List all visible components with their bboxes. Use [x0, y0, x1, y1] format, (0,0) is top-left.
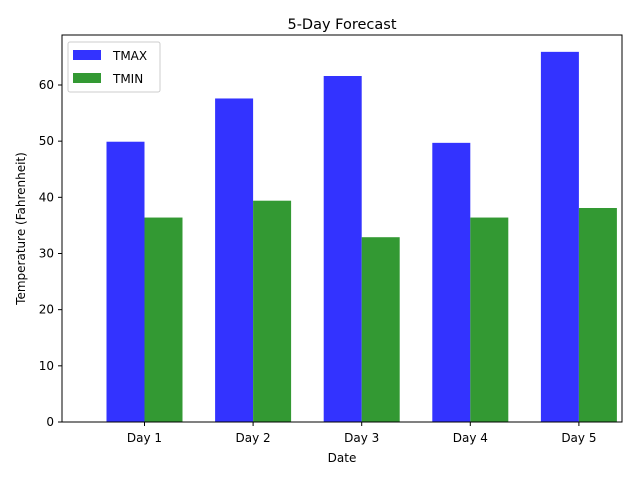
y-axis: 0 10 20 30 40 50 60	[39, 78, 62, 429]
x-tick-label: Day 2	[236, 431, 271, 445]
plot-area	[106, 51, 617, 422]
bar-tmax-2	[215, 98, 254, 422]
y-axis-label: Temperature (Fahrenheit)	[14, 152, 28, 306]
x-tick-label: Day 1	[127, 431, 162, 445]
bar-tmin-2	[253, 200, 292, 422]
legend-swatch-tmax	[73, 50, 101, 60]
y-tick-label: 40	[39, 190, 54, 204]
bar-tmax-3	[323, 76, 362, 422]
y-tick-label: 10	[39, 359, 54, 373]
x-axis: Day 1 Day 2 Day 3 Day 4 Day 5	[127, 422, 596, 445]
plot-frame	[61, 34, 623, 423]
y-tick-label: 0	[46, 415, 54, 429]
bar-tmin-3	[361, 237, 400, 422]
chart-title: 5-Day Forecast	[287, 17, 396, 33]
legend-label-tmax: TMAX	[112, 49, 147, 63]
y-tick-label: 30	[39, 246, 54, 260]
bar-tmin-5	[578, 207, 617, 422]
bar-tmin-4	[470, 217, 509, 422]
bar-tmin-1	[144, 217, 183, 422]
x-axis-label: Date	[328, 451, 357, 465]
bar-tmax-5	[540, 51, 579, 422]
y-tick-label: 20	[39, 303, 54, 317]
bar-tmax-4	[432, 142, 471, 422]
legend-label-tmin: TMIN	[112, 72, 143, 86]
y-tick-label: 60	[39, 78, 54, 92]
legend: TMAX TMIN	[67, 41, 161, 93]
y-tick-label: 50	[39, 134, 54, 148]
x-tick-label: Day 4	[453, 431, 488, 445]
x-tick-label: Day 3	[344, 431, 379, 445]
legend-swatch-tmin	[73, 73, 101, 83]
x-tick-label: Day 5	[561, 431, 596, 445]
bar-tmax-1	[106, 141, 145, 422]
